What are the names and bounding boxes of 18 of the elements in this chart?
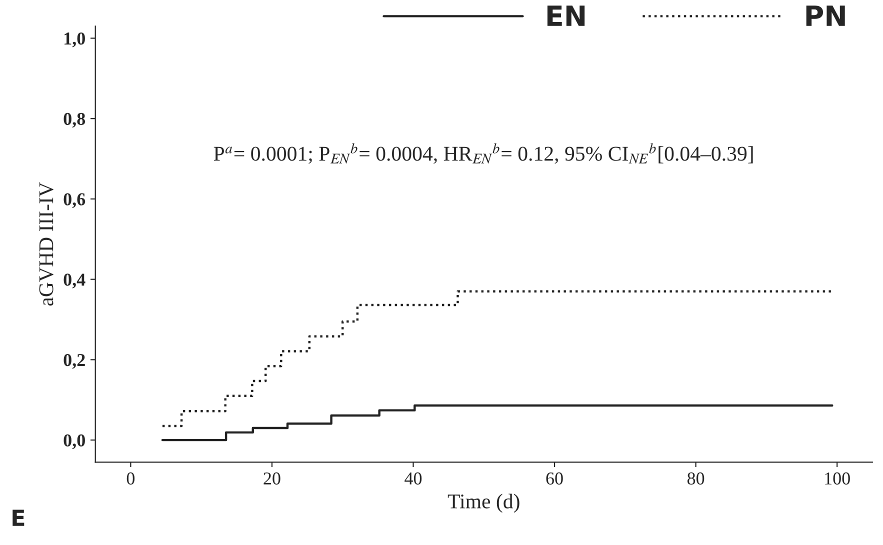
y-tick-label: 0,4 — [64, 274, 86, 288]
x-tick-label: 40 — [404, 472, 422, 485]
x-tick-label: 100 — [825, 472, 850, 485]
x-tick-label: 60 — [546, 472, 563, 485]
y-tick-label: 1,0 — [64, 32, 85, 48]
y-tick-label: 0,2 — [64, 354, 85, 369]
x-axis-title: Time (d) — [448, 494, 520, 513]
legend-label: EN — [547, 6, 585, 26]
x-tick-label: 20 — [264, 472, 280, 485]
text: E — [12, 510, 24, 526]
y-tick-label: 0,0 — [64, 434, 85, 450]
x-tick-label: 0 — [126, 472, 135, 485]
x-tick-label: 80 — [687, 472, 704, 485]
y-axis-title: aGVHD III-IV — [39, 182, 54, 306]
text: P$^{a}$= 0.0001; P$_{EN}$$^{b}$= 0.0004, HR$_{EN}$$^{b}$= 0.12, 95% CI$_{NE}$$^{b}$[0.04–0.39] — [214, 143, 753, 164]
legend-label: PN — [806, 6, 845, 26]
y-tick-label: 0,8 — [64, 112, 86, 128]
y-tick-label: 0,6 — [64, 193, 86, 208]
